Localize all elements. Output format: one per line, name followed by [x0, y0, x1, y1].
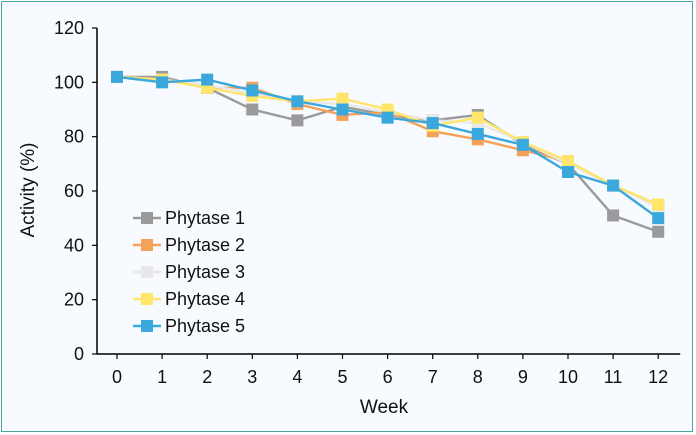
legend-marker — [141, 293, 153, 305]
data-point — [291, 95, 304, 108]
y-tick-label: 80 — [64, 127, 84, 147]
legend-marker — [141, 320, 153, 332]
x-tick-label: 11 — [604, 367, 623, 387]
y-axis-title: Activity (%) — [18, 143, 39, 238]
y-tick-label: 120 — [54, 18, 84, 38]
legend-label: Phytase 3 — [165, 262, 245, 282]
legend-label: Phytase 2 — [165, 235, 245, 255]
data-point — [562, 155, 574, 168]
x-tick-label: 10 — [558, 367, 578, 387]
series-line — [116, 75, 659, 220]
legend-label: Phytase 5 — [165, 316, 245, 336]
legend-item: Phytase 4 — [133, 289, 245, 309]
y-tick-label: 100 — [54, 72, 84, 92]
series-3 — [111, 70, 665, 214]
y-tick-label: 0 — [74, 344, 84, 364]
data-point — [652, 212, 665, 225]
x-axis-title: Week — [360, 397, 409, 418]
legend-label: Phytase 1 — [165, 208, 245, 228]
series-4 — [111, 70, 665, 211]
data-point — [607, 209, 620, 222]
data-point — [336, 103, 349, 116]
data-point — [201, 73, 214, 86]
data-point — [111, 70, 123, 83]
x-tick-label: 7 — [428, 367, 438, 387]
x-tick-label: 9 — [518, 367, 528, 387]
series-5 — [111, 70, 665, 225]
x-tick-label: 3 — [247, 367, 257, 387]
x-tick-label: 0 — [112, 367, 122, 387]
data-point — [291, 114, 304, 127]
x-tick-label: 1 — [157, 367, 167, 387]
x-tick-label: 6 — [383, 367, 393, 387]
legend-label: Phytase 4 — [165, 289, 245, 309]
data-point — [607, 179, 620, 192]
data-point — [471, 111, 484, 124]
x-tick-label: 4 — [292, 367, 302, 387]
legend-marker — [141, 212, 153, 224]
series-line — [116, 75, 659, 206]
legend-item: Phytase 2 — [133, 235, 245, 255]
y-tick-label: 60 — [64, 181, 84, 201]
data-point — [516, 138, 529, 151]
legend-marker — [141, 266, 153, 278]
series-line — [116, 75, 659, 209]
legend: Phytase 1 Phytase 2 Phytase 3 Phytase 4 Phyt… — [133, 208, 245, 336]
data-point — [246, 103, 259, 116]
data-point — [471, 127, 484, 140]
data-point — [652, 225, 665, 238]
y-tick-label: 40 — [64, 235, 84, 255]
legend-item: Phytase 5 — [133, 316, 245, 336]
x-tick-label: 8 — [473, 367, 483, 387]
data-point — [381, 111, 394, 124]
data-point — [562, 165, 574, 178]
data-point — [156, 76, 169, 89]
x-tick-label: 12 — [648, 367, 668, 387]
x-tick-label: 5 — [337, 367, 347, 387]
x-tick-label: 2 — [202, 367, 212, 387]
series-layer — [111, 70, 665, 238]
series-line — [116, 75, 659, 206]
legend-item: Phytase 1 — [133, 208, 245, 228]
data-point — [246, 84, 259, 97]
legend-marker — [141, 239, 153, 251]
y-tick-label: 20 — [64, 290, 84, 310]
legend-item: Phytase 3 — [133, 262, 245, 282]
data-point — [336, 92, 349, 105]
data-point — [426, 117, 439, 130]
data-point — [652, 198, 665, 211]
series-2 — [111, 70, 665, 211]
